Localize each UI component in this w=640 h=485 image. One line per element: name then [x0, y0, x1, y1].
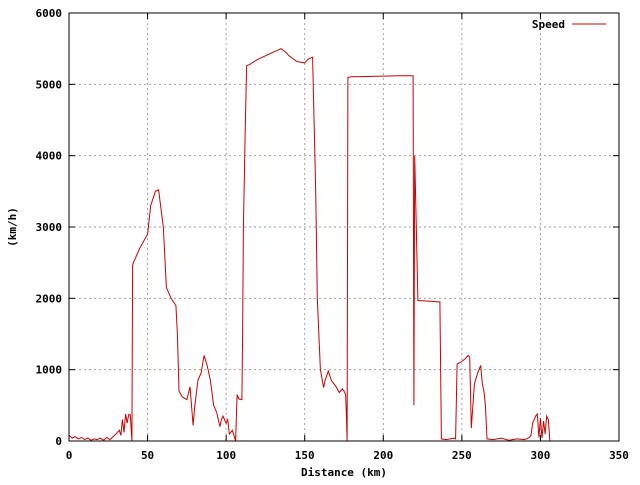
x-tick-label: 50: [141, 449, 154, 462]
y-tick-label: 6000: [36, 7, 63, 20]
x-tick-label: 250: [452, 449, 472, 462]
series-layer: [68, 48, 551, 442]
y-tick-label: 1000: [36, 364, 63, 377]
y-tick-label: 2000: [36, 292, 63, 305]
x-tick-label: 100: [216, 449, 236, 462]
x-tick-label: 200: [373, 449, 393, 462]
grid-layer: [69, 13, 619, 441]
tick-layer: 0 1000 2000 3000 4000 5000 6000 0 50 100 150 200 250…: [36, 7, 629, 462]
x-tick-label: 150: [295, 449, 315, 462]
y-tick-label: 4000: [36, 150, 63, 163]
x-axis-label: Distance (km): [301, 466, 387, 479]
x-tick-label: 0: [66, 449, 73, 462]
y-tick-label: 3000: [36, 221, 63, 234]
y-tick-label: 5000: [36, 78, 63, 91]
x-tick-label: 350: [609, 449, 629, 462]
legend-label-speed: Speed: [532, 18, 565, 31]
series-line-speed: [68, 48, 551, 442]
x-tick-label: 300: [530, 449, 550, 462]
y-tick-label: 0: [55, 435, 62, 448]
y-axis-label: (km/h): [6, 207, 19, 247]
legend: Speed: [532, 18, 606, 31]
